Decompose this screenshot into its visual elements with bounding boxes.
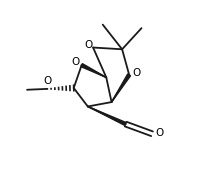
Text: O: O xyxy=(71,57,80,67)
Text: O: O xyxy=(133,68,141,78)
Polygon shape xyxy=(88,106,126,125)
Text: O: O xyxy=(156,128,164,138)
Polygon shape xyxy=(81,64,106,77)
Text: O: O xyxy=(84,40,92,50)
Text: O: O xyxy=(44,77,52,86)
Polygon shape xyxy=(112,74,130,102)
